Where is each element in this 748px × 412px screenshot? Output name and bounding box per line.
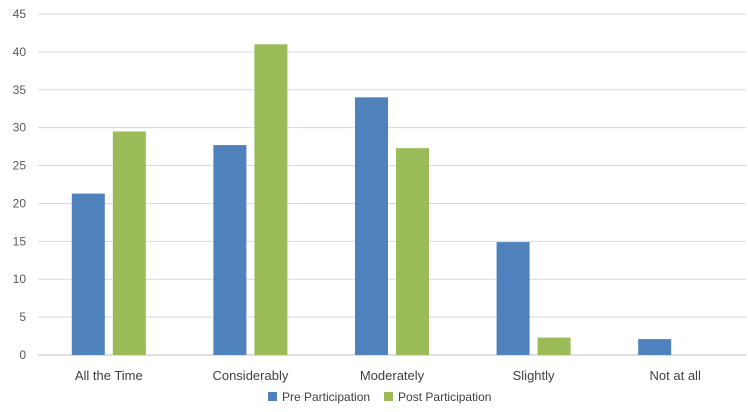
y-axis-ticks: 0 5 10 15 20 25 30 35 40 45 <box>13 7 27 362</box>
bar-post-0 <box>112 131 146 355</box>
legend-swatch-pre <box>268 392 277 401</box>
gridlines <box>38 13 746 356</box>
y-tick-label: 45 <box>13 7 27 21</box>
y-tick-label: 25 <box>13 159 27 173</box>
bar-post-3 <box>537 337 571 355</box>
x-category-label: Considerably <box>212 368 288 383</box>
x-axis-categories: All the Time Considerably Moderately Slight… <box>75 368 701 383</box>
legend-label-pre: Pre Participation <box>282 390 370 404</box>
legend-label-post: Post Participation <box>398 390 491 404</box>
bar-pre-3 <box>496 242 530 355</box>
bar-post-1 <box>254 44 288 356</box>
bars <box>71 44 672 356</box>
x-category-label: Not at all <box>650 368 701 383</box>
y-tick-label: 30 <box>13 121 27 135</box>
x-category-label: Slightly <box>513 368 555 383</box>
y-tick-label: 35 <box>13 83 27 97</box>
bar-pre-0 <box>71 193 105 355</box>
y-tick-label: 15 <box>13 234 27 248</box>
y-tick-label: 20 <box>13 196 27 210</box>
y-tick-label: 40 <box>13 45 27 59</box>
legend-swatch-post <box>384 392 394 401</box>
y-tick-label: 10 <box>13 272 27 286</box>
y-tick-label: 0 <box>19 348 26 362</box>
x-category-label: All the Time <box>75 368 143 383</box>
bar-pre-2 <box>355 97 388 355</box>
legend: Pre Participation Post Participation <box>268 390 491 404</box>
bar-post-2 <box>396 148 429 355</box>
y-tick-label: 5 <box>19 310 26 324</box>
x-category-label: Moderately <box>360 368 425 383</box>
bar-pre-4 <box>638 339 672 355</box>
bar-pre-1 <box>213 145 247 355</box>
